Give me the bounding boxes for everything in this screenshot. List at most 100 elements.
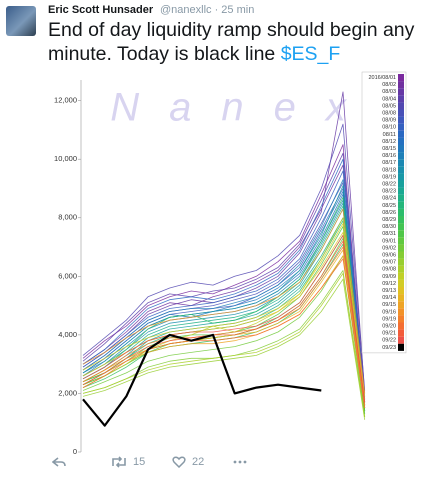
legend-swatch (398, 109, 404, 117)
legend-label: 2016/08/01 (368, 75, 396, 81)
legend-swatch (398, 336, 404, 344)
legend-swatch (398, 201, 404, 209)
action-bar: 15 22 (0, 456, 439, 476)
legend-label: 08/23 (382, 189, 396, 195)
legend-swatch (398, 137, 404, 145)
legend-swatch (398, 244, 404, 252)
legend-label: 09/23 (382, 345, 396, 351)
legend-swatch (398, 279, 404, 287)
legend-label: 08/19 (382, 174, 396, 180)
legend-label: 08/31 (382, 231, 396, 237)
legend-label: 09/09 (382, 274, 396, 280)
legend-label: 09/13 (382, 288, 396, 294)
series-line (82, 333, 322, 427)
legend-swatch (398, 315, 404, 323)
y-tick-label: 4,000 (58, 330, 77, 339)
legend-swatch (398, 265, 404, 273)
legend-label: 08/04 (382, 96, 396, 102)
avatar[interactable] (6, 6, 36, 36)
legend-label: 08/10 (382, 125, 396, 131)
legend-label: 09/02 (382, 245, 396, 251)
legend-label: 08/02 (382, 82, 396, 88)
y-tick-label: 10,000 (54, 154, 77, 163)
legend-swatch (398, 216, 404, 224)
legend-swatch (398, 123, 404, 131)
y-tick-label: 6,000 (58, 271, 77, 280)
reply-icon[interactable] (52, 456, 66, 468)
legend-label: 09/20 (382, 324, 396, 330)
legend-label: 09/19 (382, 316, 396, 322)
legend-label: 08/12 (382, 139, 396, 145)
legend-swatch (398, 258, 404, 266)
legend-label: 09/21 (382, 331, 396, 337)
legend-label: 09/01 (382, 238, 396, 244)
tweet-body: End of day liquidity ramp should begin a… (48, 19, 415, 65)
tweet-text: End of day liquidity ramp should begin a… (48, 18, 433, 66)
legend-label: 09/12 (382, 281, 396, 287)
legend-label: 08/26 (382, 210, 396, 216)
legend-label: 09/22 (382, 338, 396, 344)
legend-label: 09/15 (382, 302, 396, 308)
y-tick-label: 2,000 (58, 388, 77, 397)
legend-label: 09/07 (382, 260, 396, 266)
legend-swatch (398, 74, 404, 82)
legend-label: 08/08 (382, 111, 396, 117)
legend-label: 08/18 (382, 167, 396, 173)
y-tick-label: 12,000 (54, 96, 77, 105)
handle[interactable]: @nanexllc · 25 min (160, 4, 255, 16)
legend-label: 08/24 (382, 196, 396, 202)
legend-swatch (398, 343, 404, 351)
legend-swatch (398, 322, 404, 330)
legend-swatch (398, 294, 404, 302)
legend-label: 09/08 (382, 267, 396, 273)
legend-label: 08/11 (383, 132, 396, 138)
legend-swatch (398, 152, 404, 160)
legend-label: 08/16 (382, 153, 396, 159)
legend-swatch (398, 173, 404, 181)
legend-swatch (398, 116, 404, 124)
chart: Nanex 0 2,000 4,000 6,000 8,000 10,000 12,000 20… (48, 68, 420, 454)
watermark: Nanex (110, 86, 376, 130)
legend-label: 09/14 (382, 295, 396, 301)
legend-swatch (398, 208, 404, 216)
y-tick-label: 0 (73, 447, 77, 454)
legend-swatch (398, 230, 404, 238)
more-icon[interactable] (232, 456, 248, 468)
legend-swatch (398, 329, 404, 337)
cashtag[interactable]: $ES_F (280, 43, 341, 65)
legend-label: 08/22 (382, 182, 396, 188)
legend-swatch (398, 237, 404, 245)
retweet-icon[interactable] (110, 456, 128, 468)
legend-swatch (398, 95, 404, 103)
legend-label: 08/05 (382, 103, 396, 109)
retweet-count: 15 (133, 456, 146, 468)
y-tick-label: 8,000 (58, 213, 77, 222)
legend-swatch (398, 251, 404, 259)
legend-swatch (398, 308, 404, 316)
legend-label: 08/17 (382, 160, 396, 166)
legend-swatch (398, 287, 404, 295)
legend-swatch (398, 159, 404, 167)
legend-swatch (398, 187, 404, 195)
legend-label: 08/29 (382, 217, 396, 223)
legend-label: 08/09 (382, 118, 396, 124)
legend-swatch (398, 130, 404, 138)
legend-swatch (398, 194, 404, 202)
legend-swatch (398, 223, 404, 231)
like-icon[interactable] (172, 456, 186, 468)
legend-label: 08/25 (382, 203, 396, 209)
legend-swatch (398, 81, 404, 89)
legend-swatch (398, 102, 404, 110)
legend-label: 08/30 (382, 224, 396, 230)
legend-label: 09/16 (382, 309, 396, 315)
legend-swatch (398, 166, 404, 174)
legend-swatch (398, 272, 404, 280)
legend-swatch (398, 145, 404, 153)
author-name[interactable]: Eric Scott Hunsader (48, 4, 154, 16)
legend-swatch (398, 88, 404, 96)
legend-label: 08/03 (382, 89, 396, 95)
legend-label: 09/06 (382, 253, 396, 259)
legend-label: 08/15 (382, 146, 396, 152)
legend-swatch (398, 180, 404, 188)
